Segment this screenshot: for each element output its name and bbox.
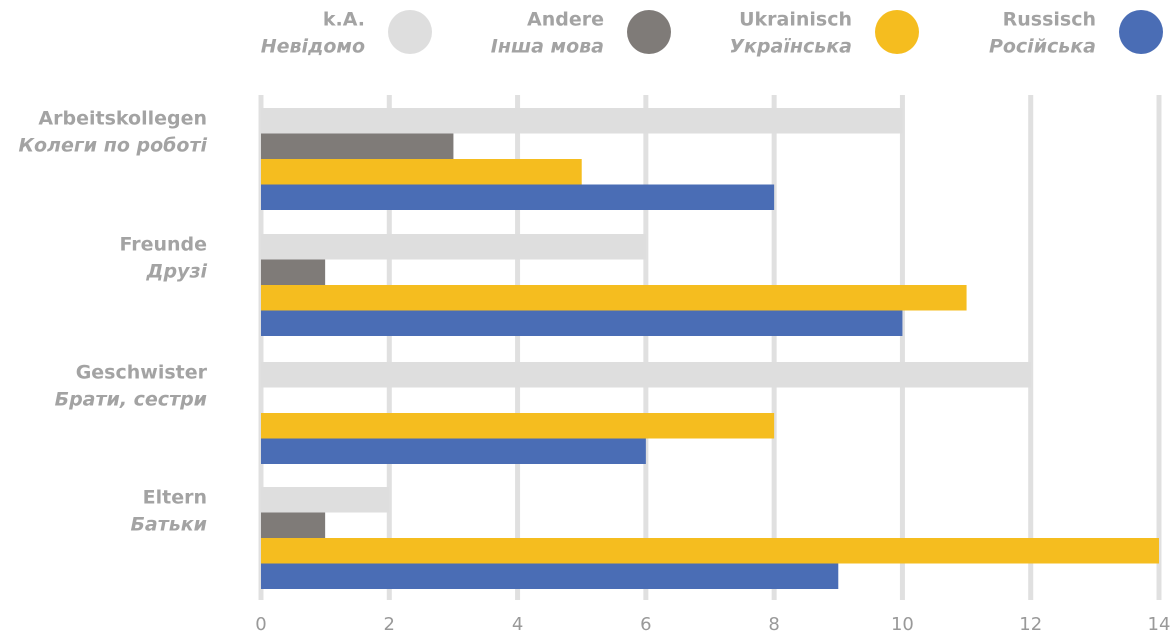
bar [261, 310, 903, 336]
bar [261, 487, 390, 513]
legend-swatch [875, 10, 919, 54]
bar [261, 234, 646, 260]
legend-swatch [627, 10, 671, 54]
category-translation: Друзі [146, 261, 208, 283]
x-tick-label: 2 [384, 614, 395, 634]
bar [261, 512, 326, 538]
legend-swatch [1119, 10, 1163, 54]
bar [261, 362, 1031, 388]
x-tick-label: 6 [640, 614, 651, 634]
category-translation: Брати, сестри [55, 389, 207, 411]
category-translation: Колеги по роботі [18, 135, 207, 157]
legend-label: k.A. [323, 9, 365, 31]
bar [261, 563, 839, 589]
bar [261, 538, 1159, 564]
category-label: Freunde [119, 234, 207, 256]
legend-translation: Невідомо [261, 36, 365, 58]
x-tick-label: 4 [512, 614, 523, 634]
x-tick-label: 0 [255, 614, 266, 634]
x-tick-label: 12 [1019, 614, 1042, 634]
legend-translation: Російська [989, 36, 1096, 58]
category-translation: Батьки [130, 514, 207, 536]
x-tick-label: 14 [1148, 614, 1171, 634]
bar [261, 413, 775, 439]
bar [261, 133, 454, 159]
x-tick-label: 10 [891, 614, 914, 634]
bar [261, 108, 903, 134]
bar [261, 438, 646, 464]
legend-translation: Інша мова [491, 36, 604, 58]
category-label: Eltern [143, 487, 207, 509]
bar [261, 259, 326, 285]
x-tick-label: 8 [768, 614, 779, 634]
category-label: Geschwister [76, 362, 208, 384]
legend-label: Andere [527, 9, 604, 31]
category-label: Arbeitskollegen [38, 108, 207, 130]
bar [261, 159, 582, 185]
legend-label: Russisch [1003, 9, 1096, 31]
legend-swatch [388, 10, 432, 54]
bar [261, 285, 967, 311]
legend-translation: Українська [729, 36, 852, 58]
legend-label: Ukrainisch [739, 9, 852, 31]
bar [261, 184, 775, 210]
